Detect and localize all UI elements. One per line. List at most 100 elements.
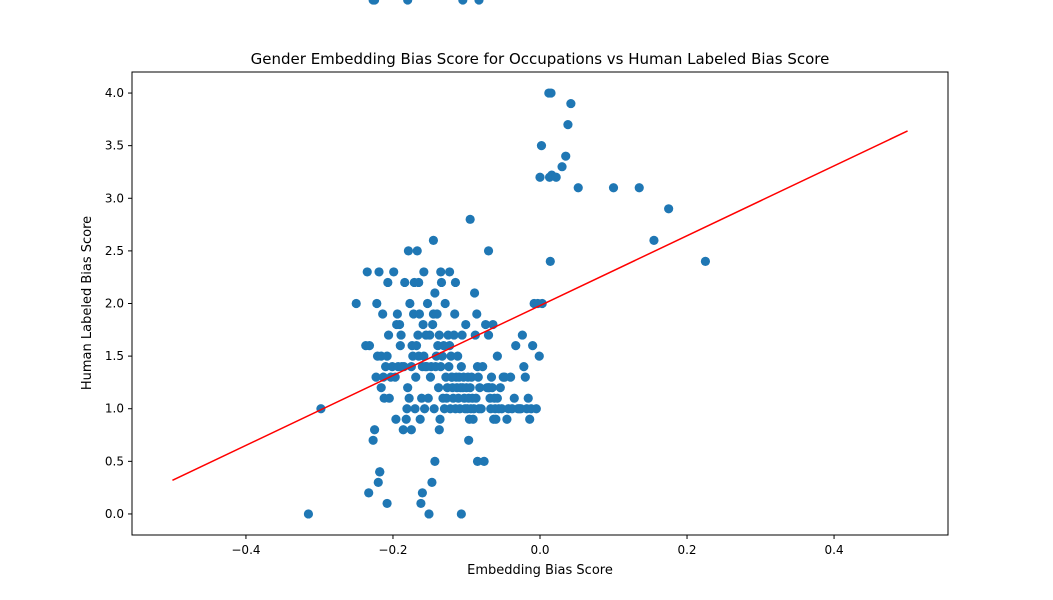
data-point bbox=[436, 277, 447, 288]
data-point bbox=[475, 383, 485, 393]
data-point bbox=[402, 404, 412, 414]
data-point bbox=[551, 172, 561, 182]
data-point bbox=[303, 509, 314, 519]
y-tick-label: 3.0 bbox=[105, 191, 124, 205]
data-point bbox=[608, 183, 619, 193]
data-point bbox=[566, 98, 576, 109]
data-point bbox=[528, 340, 538, 351]
data-point bbox=[465, 383, 475, 393]
y-axis-label: Human Labeled Bias Score bbox=[80, 216, 95, 390]
data-point bbox=[375, 467, 385, 477]
y-axis: 0.0 0.5 1.0 1.5 2.0 2.5 3.0 3.5 4.0 bbox=[105, 86, 132, 521]
y-tick-label: 2.0 bbox=[105, 297, 124, 311]
data-point bbox=[483, 330, 494, 340]
x-axis: −0.4 −0.2 0.0 0.2 0.4 bbox=[231, 535, 844, 557]
regression-line bbox=[172, 130, 908, 481]
data-point bbox=[457, 330, 467, 340]
data-point bbox=[392, 309, 402, 319]
data-point bbox=[428, 319, 438, 330]
data-point bbox=[456, 362, 466, 372]
data-point bbox=[700, 256, 711, 267]
x-tick-label: 0.0 bbox=[530, 543, 549, 557]
y-tick-label: 2.5 bbox=[105, 244, 124, 258]
data-point bbox=[434, 330, 444, 340]
data-point bbox=[497, 404, 507, 414]
data-point bbox=[396, 330, 406, 340]
fit-layer bbox=[172, 130, 908, 481]
data-point bbox=[461, 319, 471, 330]
data-point bbox=[423, 393, 433, 403]
data-point bbox=[381, 362, 391, 372]
data-point bbox=[573, 183, 583, 193]
data-point bbox=[391, 414, 401, 424]
data-point bbox=[440, 298, 450, 309]
data-point bbox=[405, 298, 415, 309]
y-tick-label: 1.5 bbox=[105, 349, 124, 363]
x-tick-label: −0.2 bbox=[378, 543, 407, 557]
data-point bbox=[411, 372, 421, 382]
data-point bbox=[383, 277, 393, 288]
data-point bbox=[383, 330, 394, 340]
data-point bbox=[535, 172, 545, 182]
data-point bbox=[464, 435, 474, 445]
data-point bbox=[389, 267, 399, 277]
chart-title: Gender Embedding Bias Score for Occupati… bbox=[251, 50, 830, 68]
x-tick-label: 0.2 bbox=[677, 543, 696, 557]
data-point bbox=[369, 0, 380, 5]
data-point bbox=[406, 425, 416, 435]
data-point bbox=[395, 340, 405, 351]
data-point bbox=[444, 362, 454, 372]
data-point bbox=[483, 246, 494, 256]
data-point bbox=[557, 162, 567, 172]
data-point bbox=[450, 309, 460, 319]
data-point bbox=[419, 267, 429, 277]
y-tick-label: 0.5 bbox=[105, 454, 124, 468]
data-point bbox=[523, 393, 533, 403]
data-point bbox=[536, 141, 547, 151]
data-point bbox=[413, 330, 423, 340]
data-point bbox=[436, 267, 446, 277]
data-point bbox=[394, 319, 405, 330]
data-point bbox=[563, 120, 573, 130]
data-point bbox=[425, 330, 435, 340]
data-point bbox=[519, 362, 529, 372]
data-point bbox=[450, 277, 461, 288]
data-point bbox=[403, 383, 413, 393]
data-point bbox=[369, 425, 380, 435]
data-point bbox=[430, 456, 440, 466]
data-point bbox=[414, 309, 425, 319]
data-point bbox=[468, 414, 478, 424]
data-point bbox=[634, 183, 644, 193]
data-point bbox=[372, 298, 382, 309]
data-point bbox=[545, 256, 555, 267]
data-point bbox=[446, 351, 456, 361]
data-point bbox=[471, 393, 481, 403]
data-point bbox=[422, 298, 433, 309]
y-tick-label: 3.5 bbox=[105, 139, 124, 153]
data-point bbox=[479, 456, 489, 466]
data-point bbox=[474, 0, 484, 5]
data-point bbox=[417, 488, 427, 498]
x-tick-label: 0.4 bbox=[825, 543, 844, 557]
data-point bbox=[491, 414, 501, 424]
data-point bbox=[442, 393, 452, 403]
y-tick-label: 1.0 bbox=[105, 402, 124, 416]
data-point bbox=[384, 393, 394, 403]
data-point bbox=[546, 88, 556, 98]
data-point bbox=[373, 477, 383, 487]
data-point bbox=[531, 404, 541, 414]
data-point bbox=[425, 372, 436, 382]
data-point bbox=[492, 351, 502, 361]
data-point bbox=[664, 204, 674, 214]
data-point bbox=[465, 214, 475, 224]
data-point bbox=[398, 425, 408, 435]
data-point bbox=[517, 330, 527, 340]
data-point bbox=[424, 509, 434, 519]
data-point bbox=[449, 330, 459, 340]
data-point bbox=[433, 383, 444, 393]
data-point bbox=[419, 404, 430, 414]
data-point bbox=[469, 288, 480, 298]
data-point bbox=[376, 383, 386, 393]
y-tick-label: 0.0 bbox=[105, 507, 124, 521]
points-layer bbox=[303, 0, 711, 519]
